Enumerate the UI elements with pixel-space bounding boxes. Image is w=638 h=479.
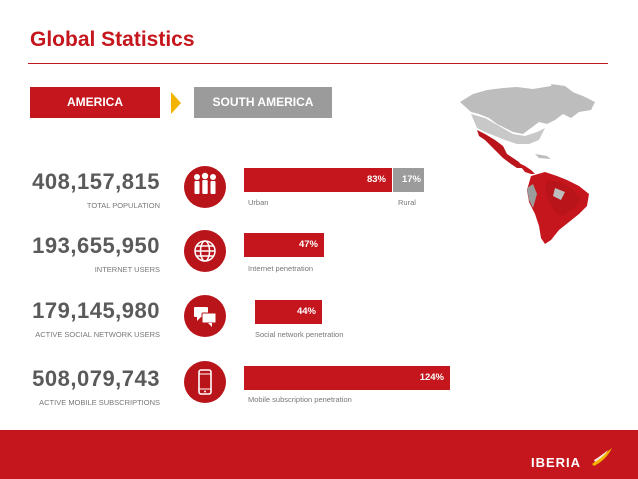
stat-label: ACTIVE MOBILE SUBSCRIPTIONS (39, 398, 160, 407)
bar-urban: 83% (244, 168, 392, 192)
stat-value: 408,157,815 (32, 169, 160, 194)
bar-mobile-penetration: 124% (244, 366, 450, 390)
tab-arrow-icon (171, 92, 181, 114)
bar-label-rural: Rural (398, 198, 416, 207)
people-icon (184, 166, 226, 208)
page-title: Global Statistics (30, 28, 195, 51)
footer-bar (0, 430, 638, 479)
stat-value: 193,655,950 (32, 233, 160, 258)
stat-value: 508,079,743 (32, 366, 160, 391)
title-divider (28, 63, 608, 64)
mobile-phone-icon (184, 361, 226, 403)
stat-value: 179,145,980 (32, 298, 160, 323)
bar-label-mobile: Mobile subscription penetration (248, 395, 352, 404)
stat-label: INTERNET USERS (94, 265, 160, 274)
americas-map (460, 84, 595, 244)
bar-internet-penetration: 47% (244, 233, 324, 257)
stat-social-network-users: 179,145,980 ACTIVE SOCIAL NETWORK USERS (20, 298, 160, 339)
bar-label-internet: Internet penetration (248, 264, 314, 273)
stat-internet-users: 193,655,950 INTERNET USERS (20, 233, 160, 274)
stat-mobile-subscriptions: 508,079,743 ACTIVE MOBILE SUBSCRIPTIONS (20, 366, 160, 407)
tab-south-america[interactable]: SOUTH AMERICA (194, 87, 332, 118)
tab-america[interactable]: AMERICA (30, 87, 160, 118)
stat-label: ACTIVE SOCIAL NETWORK USERS (35, 330, 160, 339)
globe-icon (184, 230, 226, 272)
stat-total-population: 408,157,815 TOTAL POPULATION (20, 169, 160, 210)
iberia-logo: IBERIA (531, 455, 582, 470)
bar-rural: 17% (393, 168, 424, 192)
bar-social-penetration: 44% (255, 300, 322, 324)
bar-label-urban: Urban (248, 198, 269, 207)
bar-label-social: Social network penetration (255, 330, 344, 339)
iberia-wing-icon (592, 448, 612, 466)
chat-bubbles-icon (184, 295, 226, 337)
stat-label: TOTAL POPULATION (86, 201, 160, 210)
